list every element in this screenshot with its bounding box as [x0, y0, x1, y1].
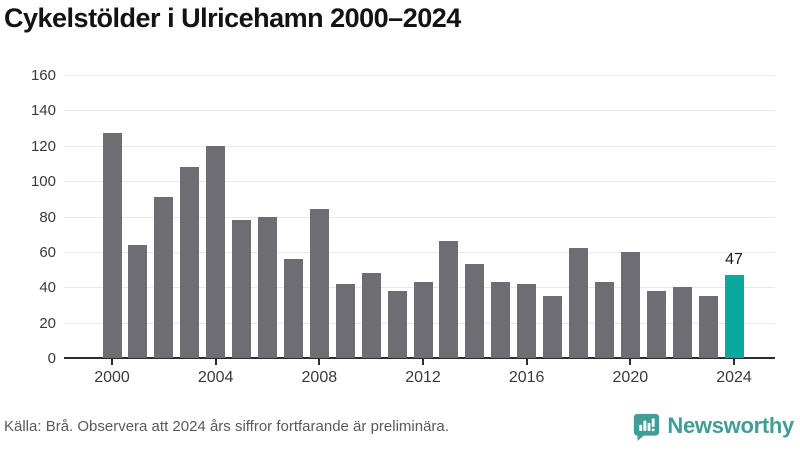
bar-2016: [517, 283, 537, 358]
gridline-160: [64, 75, 775, 76]
y-tick-label-160: 160: [30, 67, 56, 84]
bar-2022: [672, 287, 692, 358]
x-tick-2000: [111, 359, 113, 365]
newsworthy-bubble-chart-icon: [632, 412, 661, 441]
y-tick-label-140: 140: [30, 102, 56, 120]
y-tick-label-0: 0: [47, 350, 56, 367]
y-tick-label-40: 40: [39, 279, 56, 297]
bar-2006: [258, 216, 277, 358]
x-tick-label-2004: 2004: [197, 369, 234, 386]
x-tick-2008: [318, 359, 321, 365]
gridline-100: [64, 181, 775, 183]
x-tick-label-2008: 2008: [301, 369, 338, 386]
bar-2023: [698, 296, 718, 358]
x-tick-label-2020: 2020: [612, 369, 649, 386]
bar-2001: [128, 244, 148, 358]
bar-2017: [543, 296, 563, 358]
bar-2000: [102, 133, 122, 358]
newsworthy-logo[interactable]: Newsworthy: [632, 412, 794, 441]
source-note: Källa: Brå. Observera att 2024 års siffr…: [4, 417, 449, 435]
y-tick-label-120: 120: [30, 137, 56, 155]
bar-2007: [283, 258, 303, 358]
gridline-120: [64, 145, 775, 147]
bar-chart-plot-area: 0 20 40 60 80 100 120 140 160 47: [31, 68, 775, 366]
y-tick-label-20: 20: [39, 314, 56, 332]
chart-title: Cykelstölder i Ulricehamn 2000–2024: [4, 3, 461, 33]
newsworthy-wordmark: Newsworthy: [667, 413, 794, 438]
x-tick-label-2024: 2024: [716, 369, 752, 386]
x-tick-2020: [629, 359, 632, 365]
y-tick-label-60: 60: [39, 243, 56, 261]
bar-2019: [594, 281, 614, 358]
x-tick-2016: [525, 359, 528, 365]
x-axis-line: [64, 357, 775, 359]
gridline-140: [64, 110, 775, 112]
x-tick-label-2000: 2000: [94, 369, 130, 386]
bar-2012: [413, 281, 433, 358]
bar-2024: [724, 274, 744, 358]
x-tick-2024: [733, 359, 735, 365]
bar-2015: [491, 281, 511, 358]
bar-2004: [206, 145, 226, 358]
footer: Källa: Brå. Observera att 2024 års siffr…: [0, 408, 800, 450]
x-tick-2012: [422, 359, 424, 365]
bar-2011: [387, 290, 407, 358]
bar-2020: [620, 251, 640, 358]
bar-2008: [309, 209, 329, 358]
bar-value-label-2024: 47: [725, 250, 743, 268]
bar-2009: [335, 283, 355, 358]
bar-2003: [180, 166, 200, 358]
y-tick-label-100: 100: [30, 173, 56, 191]
gridline-60: [64, 251, 775, 253]
gridline-80: [64, 216, 775, 218]
bar-2010: [361, 273, 381, 358]
bar-2005: [232, 220, 252, 358]
bar-2021: [646, 290, 666, 358]
x-tick-label-2016: 2016: [508, 369, 545, 386]
bar-2018: [569, 248, 588, 358]
x-tick-2004: [214, 359, 217, 365]
x-tick-label-2012: 2012: [405, 369, 441, 386]
y-tick-label-80: 80: [39, 208, 56, 226]
bar-2013: [439, 241, 459, 358]
bar-2014: [465, 264, 485, 358]
bar-2002: [154, 197, 174, 358]
